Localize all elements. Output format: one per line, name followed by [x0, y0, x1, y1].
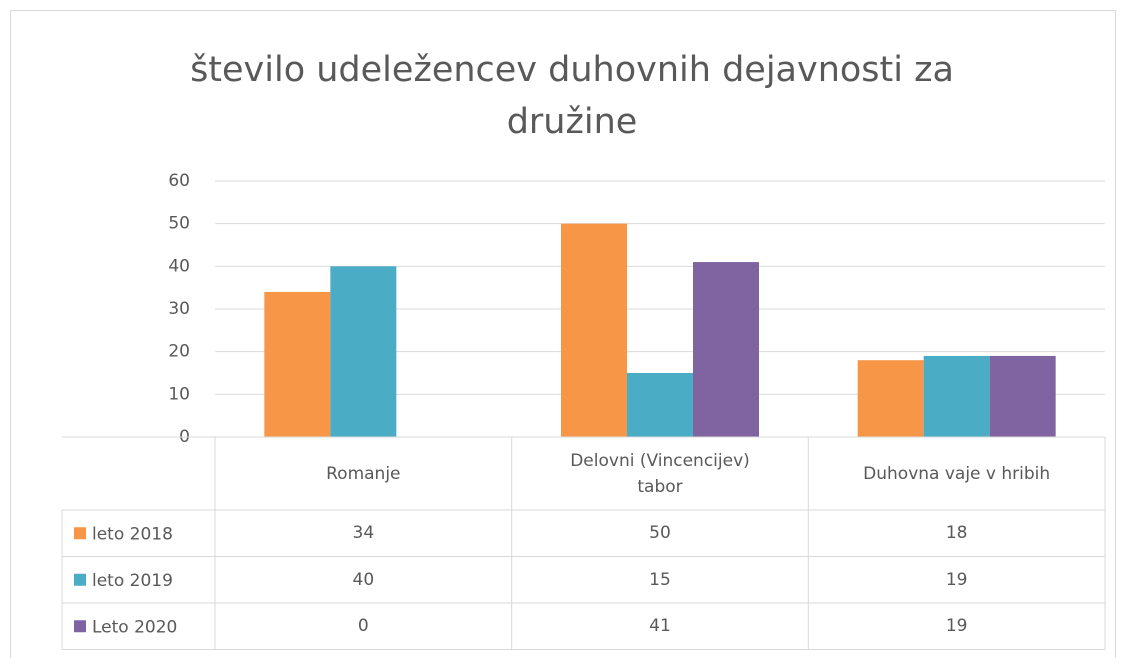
table-value: 40 — [352, 569, 375, 590]
legend-swatch — [74, 573, 86, 586]
bar — [561, 223, 627, 437]
y-tick-label: 60 — [168, 171, 190, 191]
table-value: 15 — [649, 569, 671, 590]
x-tick-label: Duhovna vaje v hribih — [863, 463, 1051, 484]
table-value: 19 — [945, 616, 968, 637]
legend-label: leto 2018 — [92, 524, 173, 544]
legend-swatch — [74, 527, 86, 540]
table-value: 0 — [357, 616, 369, 637]
bar — [627, 373, 693, 437]
bar — [989, 355, 1056, 437]
table-value: 50 — [649, 523, 671, 544]
legend-label: leto 2019 — [92, 571, 173, 591]
y-tick-label: 20 — [168, 342, 190, 362]
legend-label: Leto 2020 — [92, 617, 177, 637]
table-value: 34 — [352, 523, 375, 544]
y-tick-label: 10 — [168, 384, 190, 404]
table-value: 41 — [649, 616, 671, 637]
bar — [923, 355, 990, 437]
bar — [264, 291, 331, 437]
table-value: 18 — [945, 523, 968, 544]
y-tick-label: 30 — [168, 299, 190, 319]
bar — [857, 360, 924, 437]
bar — [693, 262, 759, 437]
y-tick-label: 40 — [168, 256, 190, 276]
chart-border — [10, 10, 1116, 658]
bar — [330, 266, 397, 437]
x-tick-label: Delovni (Vincencijev) tabor — [570, 450, 750, 497]
x-tick-label: Romanje — [326, 463, 401, 484]
y-tick-label: 50 — [168, 214, 190, 234]
table-value: 19 — [945, 569, 968, 590]
chart-title: število udeležencev duhovnih dejavnosti … — [190, 50, 954, 142]
legend-swatch — [74, 620, 86, 633]
